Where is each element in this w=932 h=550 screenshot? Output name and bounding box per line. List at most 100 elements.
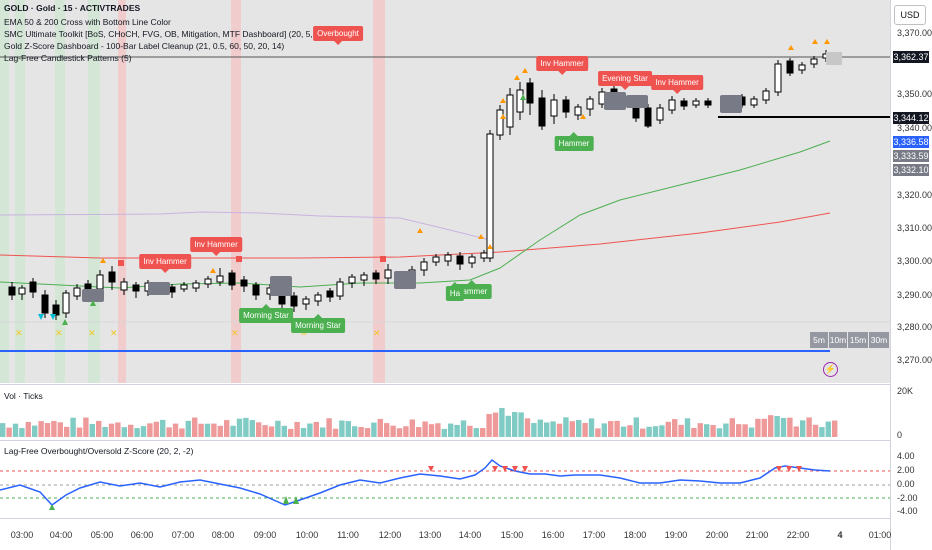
volume-bar — [512, 412, 518, 437]
pane-divider[interactable] — [0, 440, 932, 441]
volume-bar — [96, 420, 102, 437]
volume-bar — [352, 426, 358, 437]
volume-bar — [640, 428, 646, 437]
time-tick: 10:00 — [295, 530, 319, 540]
z-overbought-markers — [428, 466, 802, 472]
volume-bar — [403, 426, 409, 437]
time-tick: 06:00 — [130, 530, 154, 540]
volume-bar — [556, 423, 563, 437]
price-axis[interactable] — [890, 0, 932, 550]
indicator-legend-ema[interactable]: EMA 50 & 200 Cross with Bottom Line Colo… — [4, 17, 171, 27]
volume-bar — [275, 420, 281, 437]
time-tick: 09:00 — [253, 530, 277, 540]
candles — [8, 50, 830, 320]
indicator-legend-zscore-dashboard[interactable]: Gold Z-Score Dashboard - 100-Bar Label C… — [4, 41, 285, 51]
volume-bar — [659, 425, 665, 437]
pattern-label-inv-hammer: Inv Hammer — [536, 56, 588, 75]
volume-bar — [441, 428, 447, 437]
volume-bar — [243, 417, 249, 437]
zscore-pane[interactable] — [0, 441, 890, 517]
volume-bar — [518, 412, 524, 437]
time-tick: 05:00 — [90, 530, 114, 540]
zscore-legend[interactable]: Lag-Free Overbought/Oversold Z-Score (20… — [4, 446, 194, 456]
volume-bar — [211, 423, 217, 437]
tf-button-5m[interactable]: 5m — [810, 332, 828, 348]
red-marker — [380, 256, 386, 262]
price-chart-pane[interactable] — [0, 0, 890, 383]
volume-bar — [729, 418, 735, 437]
svg-text:✕: ✕ — [88, 329, 96, 339]
volume-bar — [800, 420, 806, 437]
zscore-tick: -2.00 — [897, 493, 918, 503]
volume-bar — [614, 420, 620, 437]
lightning-icon[interactable]: ⚡ — [823, 362, 838, 377]
volume-bar — [755, 418, 761, 437]
volume-bar — [492, 412, 499, 437]
time-tick: 21:00 — [745, 530, 769, 540]
smc-zone-line — [0, 211, 491, 241]
volume-legend[interactable]: Vol · Ticks — [4, 391, 43, 401]
volume-bar — [390, 425, 396, 437]
volume-bar — [320, 427, 326, 437]
pattern-label-hammer-partial: Ha — [445, 282, 465, 301]
volume-bar — [748, 427, 755, 437]
volume-bar — [102, 426, 108, 437]
volume-bar — [44, 423, 51, 437]
volume-bar — [793, 426, 799, 437]
volume-bar — [294, 421, 300, 437]
volume-bar — [633, 417, 639, 437]
tf-button-30m[interactable]: 30m — [869, 332, 889, 348]
time-tick: 4 — [837, 530, 843, 540]
tf-button-10m[interactable]: 10m — [829, 332, 847, 348]
volume-bar — [339, 420, 345, 437]
time-tick: 22:00 — [786, 530, 810, 540]
volume-bar — [89, 423, 95, 437]
volume-bar — [262, 425, 268, 437]
currency-button[interactable]: USD — [894, 5, 926, 25]
price-tick: 3,310.00 — [897, 223, 932, 233]
volume-bar — [76, 427, 83, 437]
volume-bar — [364, 428, 371, 437]
volume-bar — [448, 423, 454, 437]
volume-bar — [204, 423, 211, 437]
price-tick: 3,350.00 — [897, 89, 932, 99]
pane-divider[interactable] — [0, 518, 932, 519]
volume-bar — [70, 417, 76, 437]
volume-bar — [742, 424, 748, 437]
volume-bar — [313, 421, 319, 437]
time-tick: 14:00 — [458, 530, 482, 540]
volume-bar — [787, 417, 793, 437]
volume-bar — [326, 418, 332, 437]
volume-bar — [32, 425, 38, 437]
volume-bar — [256, 422, 262, 437]
volume-bar — [531, 423, 537, 437]
volume-bar — [409, 419, 415, 437]
volume-bar — [723, 423, 729, 437]
time-tick: 08:00 — [211, 530, 235, 540]
volume-bar — [0, 423, 6, 437]
volume-bar — [832, 420, 838, 437]
time-tick: 12:00 — [378, 530, 402, 540]
tf-button-15m[interactable]: 15m — [848, 332, 868, 348]
time-tick: 16:00 — [541, 530, 565, 540]
volume-bar — [454, 424, 460, 437]
volume-bar — [678, 424, 684, 437]
time-tick: 17:00 — [582, 530, 606, 540]
label-boxes — [82, 52, 842, 302]
symbol-title[interactable]: GOLD · Gold · 15 · ACTIVTRADES — [4, 3, 141, 13]
time-tick: 04:00 — [49, 530, 73, 540]
volume-bar — [147, 423, 153, 437]
volume-bar — [544, 422, 550, 437]
volume-bar — [6, 427, 12, 437]
volume-bar — [499, 407, 505, 437]
volume-bar — [51, 420, 57, 437]
overbought-label: Overbought — [313, 26, 363, 45]
zscore-tick: -4.00 — [897, 506, 918, 516]
volume-bar — [480, 428, 486, 437]
indicator-legend-smc[interactable]: SMC Ultimate Toolkit [BoS, CHoCH, FVG, O… — [4, 29, 328, 39]
pane-divider[interactable] — [0, 384, 932, 385]
svg-text:✕: ✕ — [300, 329, 308, 339]
indicator-legend-candlestick[interactable]: Lag-Free Candlestick Patterns (5) — [4, 53, 132, 63]
volume-bar — [166, 427, 172, 437]
volume-bar — [384, 423, 390, 437]
